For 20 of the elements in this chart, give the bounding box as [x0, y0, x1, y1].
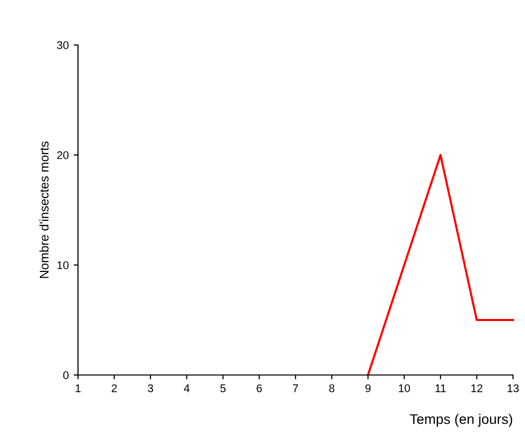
- x-tick-label: 12: [471, 384, 482, 392]
- x-tick-label: 9: [365, 384, 371, 392]
- x-tick-label: 8: [329, 384, 334, 392]
- y-tick-label: 0: [63, 371, 69, 380]
- x-tick-label: 10: [398, 384, 410, 392]
- y-tick-label: 30: [57, 41, 69, 50]
- y-tick-label: 20: [57, 151, 69, 160]
- x-tick-label: 2: [112, 384, 117, 392]
- x-tick-label: 3: [148, 384, 154, 392]
- y-tick-label: 10: [57, 261, 69, 270]
- x-tick-label: 4: [184, 384, 190, 392]
- x-tick-label: 5: [220, 384, 226, 392]
- x-tick-label: 6: [256, 384, 262, 392]
- x-tick-label: 1: [76, 384, 81, 392]
- x-tick-label: 7: [292, 384, 298, 392]
- x-tick-label: 11: [436, 384, 446, 392]
- line-series: [366, 154, 514, 376]
- x-axis-title: Temps (en jours): [410, 414, 512, 427]
- y-axis-title: Nombre d'insectes morts: [39, 142, 49, 278]
- x-tick-label: 13: [508, 384, 519, 392]
